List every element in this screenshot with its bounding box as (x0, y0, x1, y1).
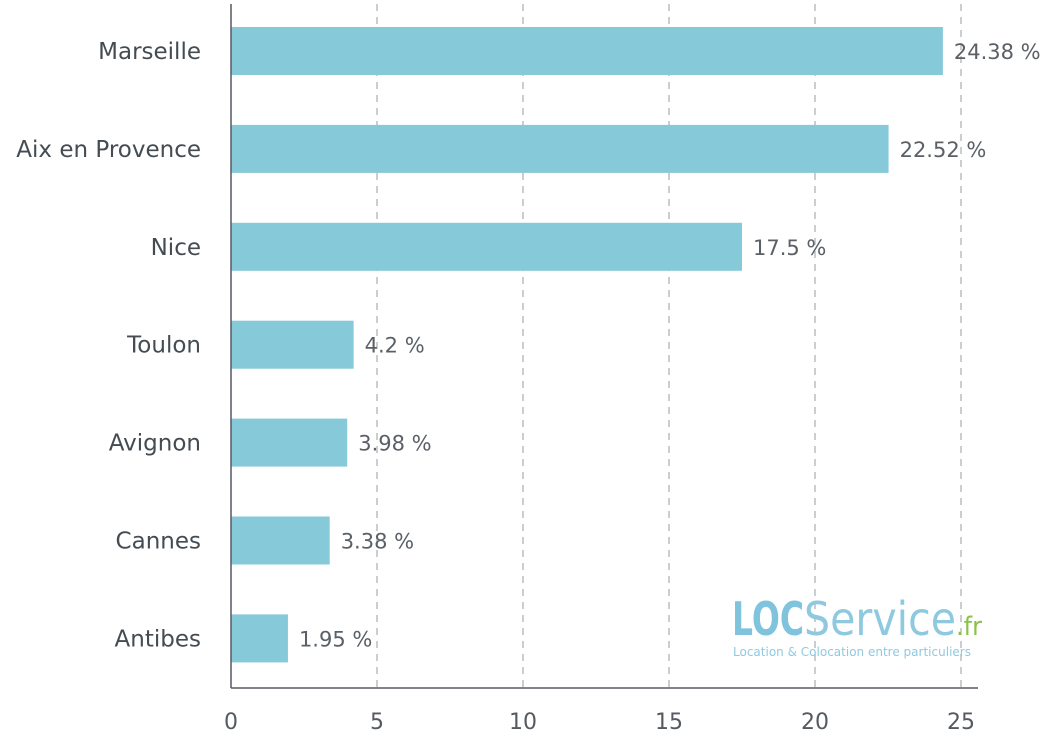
value-label: 1.95 % (299, 627, 372, 651)
logo-loc: LOC (732, 592, 804, 646)
category-label: Aix en Provence (16, 137, 201, 163)
axes (230, 4, 978, 689)
category-label: Marseille (98, 39, 201, 65)
x-tick-label: 25 (947, 710, 975, 735)
value-label: 4.2 % (365, 334, 425, 358)
x-tick-label: 5 (370, 710, 384, 735)
category-label: Avignon (109, 431, 201, 457)
value-label: 17.5 % (753, 236, 826, 260)
bar (231, 516, 330, 565)
value-label: 24.38 % (954, 40, 1041, 64)
logo-tagline: Location & Colocation entre particuliers (733, 645, 971, 659)
category-label: Antibes (115, 626, 201, 652)
bar (231, 418, 348, 467)
bar (231, 124, 889, 173)
logo-wordmark: LOCService.fr (732, 592, 982, 646)
x-tick-label: 10 (509, 710, 537, 735)
bars (231, 27, 943, 663)
x-tick-label: 0 (224, 710, 238, 735)
value-label: 3.98 % (358, 432, 431, 456)
value-label: 3.38 % (341, 530, 414, 554)
value-labels: 24.38 % 22.52 % 17.5 % 4.2 % 3.98 % 3.38 % 1.9… (299, 40, 1041, 651)
logo: LOCService.fr Location & Colocation entr… (732, 592, 982, 659)
value-label: 22.52 % (900, 138, 987, 162)
category-label: Cannes (116, 529, 201, 555)
bar (231, 320, 354, 369)
category-labels: Marseille Aix en Provence Nice Toulon Avigno… (16, 39, 201, 652)
logo-service: Service (804, 592, 956, 646)
bar (231, 27, 943, 75)
bar (231, 614, 288, 663)
x-tick-label: 15 (655, 710, 683, 735)
category-label: Nice (151, 235, 201, 261)
x-tick-label: 20 (801, 710, 829, 735)
x-tick-labels: 0 5 10 15 20 25 (224, 710, 975, 735)
grid-lines (376, 4, 962, 688)
bar (231, 222, 742, 271)
logo-suffix: .fr (956, 612, 982, 642)
category-label: Toulon (126, 333, 201, 359)
